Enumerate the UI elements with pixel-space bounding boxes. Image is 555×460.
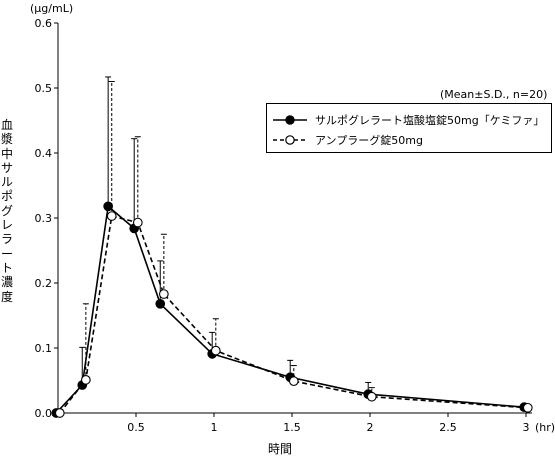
y-tick-label: 0.0 (35, 407, 53, 420)
data-point-2 (81, 375, 91, 385)
legend-solid-filled-marker-icon (273, 115, 307, 125)
data-point-2 (210, 345, 221, 356)
y-axis-unit: (μg/mL) (30, 2, 74, 15)
data-point-2 (132, 217, 143, 228)
legend-label-test: サルポグレラート塩酸塩錠50mg「ケミファ」 (315, 114, 545, 127)
y-tick-label: 0.1 (35, 342, 53, 355)
data-point-2 (106, 211, 117, 221)
legend: サルポグレラート塩酸塩錠50mg「ケミファ」 アンプラーグ錠50mg (266, 103, 552, 153)
x-tick-label: 2 (367, 421, 374, 434)
data-point-2 (366, 391, 377, 402)
y-tick-label: 0.6 (35, 17, 53, 30)
series-line-2 (59, 215, 528, 414)
y-tick-label: 0.4 (35, 147, 53, 160)
y-axis-label: 血漿中サルポグレラート濃度 (0, 118, 13, 304)
stats-note: (Mean±S.D., n=20) (440, 88, 548, 101)
data-point-2 (522, 402, 533, 413)
legend-entry-reference: アンプラーグ錠50mg (271, 131, 551, 149)
legend-label-reference: アンプラーグ錠50mg (315, 134, 423, 147)
x-tick-label: 3 (523, 421, 530, 434)
x-tick-label: 0.5 (127, 421, 145, 434)
data-point-1 (155, 298, 166, 309)
x-tick-label: 1 (211, 421, 218, 434)
x-tick-label: 2.5 (439, 421, 457, 434)
x-tick-label: 1.5 (283, 421, 301, 434)
x-axis-unit: (hr) (535, 421, 555, 434)
y-tick-label: 0.2 (35, 277, 53, 290)
data-point-2 (54, 408, 65, 418)
legend-entry-test: サルポグレラート塩酸塩錠50mg「ケミファ」 (271, 111, 551, 129)
data-point-1 (103, 201, 113, 212)
x-axis-label: 時間 (268, 442, 293, 456)
data-point-2 (288, 376, 299, 387)
legend-dashed-open-marker-icon (273, 135, 307, 145)
y-tick-label: 0.5 (35, 82, 53, 95)
data-point-2 (159, 289, 169, 299)
y-tick-label: 0.3 (35, 212, 53, 225)
